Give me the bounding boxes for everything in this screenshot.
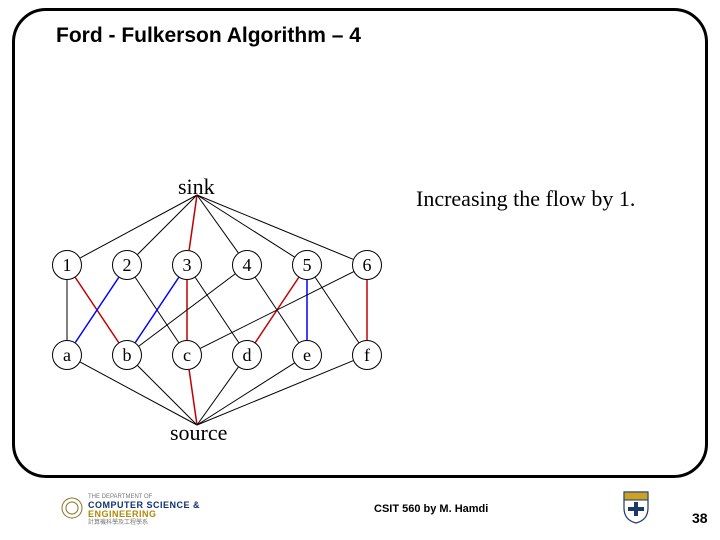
node-bb: b: [112, 340, 142, 370]
node-bd: d: [232, 340, 262, 370]
node-t6: 6: [352, 250, 382, 280]
node-be: e: [292, 340, 322, 370]
node-t4: 4: [232, 250, 262, 280]
node-ba: a: [52, 340, 82, 370]
node-t5: 5: [292, 250, 322, 280]
node-t1: 1: [52, 250, 82, 280]
node-bf: f: [352, 340, 382, 370]
node-t2: 2: [112, 250, 142, 280]
graph: 123456 abcdef: [0, 0, 720, 540]
node-t3: 3: [172, 250, 202, 280]
node-bc: c: [172, 340, 202, 370]
